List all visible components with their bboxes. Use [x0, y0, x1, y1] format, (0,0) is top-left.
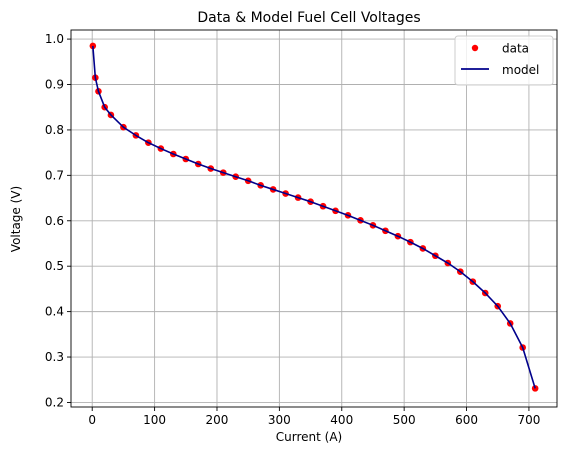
- legend-data-label: data: [502, 42, 529, 56]
- chart-title: Data & Model Fuel Cell Voltages: [197, 10, 420, 26]
- y-tick-label: 0.9: [45, 78, 64, 92]
- legend-model-label: model: [502, 63, 539, 77]
- x-axis-label: Current (A): [276, 430, 342, 444]
- x-tick-label: 200: [206, 413, 229, 427]
- x-tick-label: 600: [455, 413, 478, 427]
- model-line: [92, 45, 536, 389]
- x-tick-label: 0: [88, 413, 96, 427]
- y-tick-label: 1.0: [45, 32, 64, 46]
- y-tick-label: 0.3: [45, 350, 64, 364]
- y-ticks: 0.2 0.3 0.4 0.5 0.6 0.7 0.8 0.9 1.0: [45, 32, 71, 409]
- plot-series: [89, 42, 539, 392]
- x-tick-label: 400: [330, 413, 353, 427]
- y-tick-label: 0.8: [45, 123, 64, 137]
- legend-data-marker: [471, 44, 479, 52]
- legend: data model: [454, 35, 554, 86]
- y-tick-label: 0.7: [45, 168, 64, 182]
- data-point: [89, 42, 97, 50]
- legend-box: [454, 35, 554, 86]
- y-tick-label: 0.5: [45, 259, 64, 273]
- y-tick-label: 0.4: [45, 305, 64, 319]
- x-tick-label: 700: [517, 413, 540, 427]
- x-tick-label: 300: [268, 413, 291, 427]
- y-axis-label: Voltage (V): [9, 186, 23, 252]
- x-tick-label: 500: [393, 413, 416, 427]
- x-tick-label: 100: [143, 413, 166, 427]
- y-tick-label: 0.2: [45, 395, 64, 409]
- grid-lines: [71, 30, 557, 407]
- x-ticks: 0 100 200 300 400 500 600 700: [88, 407, 540, 427]
- plot-frame: [70, 29, 558, 408]
- y-tick-label: 0.6: [45, 214, 64, 228]
